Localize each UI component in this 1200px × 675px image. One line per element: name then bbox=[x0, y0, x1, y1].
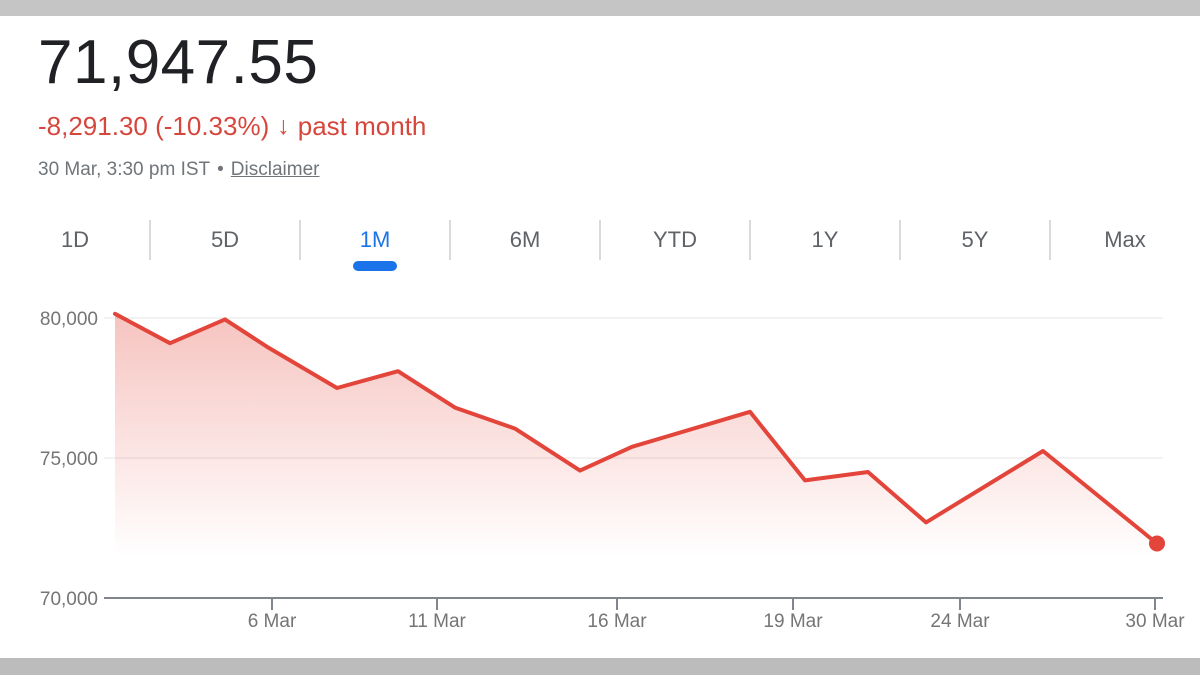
tab-label: YTD bbox=[653, 227, 697, 252]
y-axis-label: 75,000 bbox=[40, 449, 98, 470]
x-axis-label: 11 Mar bbox=[408, 611, 466, 632]
current-price: 71,947.55 bbox=[38, 28, 319, 97]
current-price-dot bbox=[1149, 535, 1165, 552]
y-axis-label: 80,000 bbox=[40, 309, 98, 330]
x-axis-label: 19 Mar bbox=[763, 611, 823, 632]
tab-label: 1M bbox=[359, 227, 391, 252]
x-axis-label: 30 Mar bbox=[1125, 611, 1185, 632]
tab-1d[interactable]: 1D bbox=[0, 220, 150, 270]
meta-separator: • bbox=[217, 159, 224, 181]
tab-divider bbox=[599, 220, 601, 260]
tab-1y[interactable]: 1Y bbox=[749, 220, 900, 270]
top-scroll-band bbox=[0, 0, 1200, 16]
price-line bbox=[113, 311, 1159, 546]
price-change-period: past month bbox=[297, 111, 427, 142]
tab-label: Max bbox=[1104, 227, 1146, 252]
quote-header: 71,947.55 -8,291.30 (-10.33%) ↓ past mon… bbox=[38, 30, 426, 181]
tab-1m[interactable]: 1M bbox=[299, 220, 450, 271]
tab-label: 6M bbox=[509, 227, 541, 252]
disclaimer-link[interactable]: Disclaimer bbox=[230, 159, 320, 181]
y-axis-label: 70,000 bbox=[40, 589, 98, 610]
tab-ytd[interactable]: YTD bbox=[599, 220, 750, 270]
tab-max[interactable]: Max bbox=[1049, 220, 1200, 270]
tab-5y[interactable]: 5Y bbox=[899, 220, 1050, 270]
tab-5d[interactable]: 5D bbox=[149, 220, 300, 270]
tab-label: 5D bbox=[210, 227, 240, 252]
tab-divider bbox=[299, 220, 301, 260]
x-axis-label: 6 Mar bbox=[248, 611, 297, 632]
tab-label: 5Y bbox=[961, 227, 989, 252]
x-axis-label: 24 Mar bbox=[930, 611, 990, 632]
tab-6m[interactable]: 6M bbox=[449, 220, 600, 270]
tab-label: 1Y bbox=[811, 227, 839, 252]
time-range-tabs: 1D 5D 1M 6M YTD 1Y 5Y Max bbox=[0, 220, 1200, 271]
tab-divider bbox=[899, 220, 901, 260]
price-change-value: -8,291.30 (-10.33%) bbox=[38, 111, 270, 142]
tab-divider bbox=[449, 220, 451, 260]
tab-divider bbox=[749, 220, 751, 260]
x-axis-label: 16 Mar bbox=[587, 611, 647, 632]
quote-timestamp: 30 Mar, 3:30 pm IST bbox=[38, 159, 211, 181]
tab-divider bbox=[1049, 220, 1051, 260]
active-tab-indicator bbox=[353, 261, 397, 271]
price-change-row: -8,291.30 (-10.33%) ↓ past month bbox=[38, 111, 426, 142]
bottom-scroll-band bbox=[0, 658, 1200, 675]
tab-label: 1D bbox=[60, 227, 90, 252]
tab-divider bbox=[149, 220, 151, 260]
price-area-fill bbox=[115, 313, 1157, 598]
arrow-down-icon: ↓ bbox=[277, 112, 290, 141]
quote-meta-row: 30 Mar, 3:30 pm IST • Disclaimer bbox=[38, 159, 426, 181]
